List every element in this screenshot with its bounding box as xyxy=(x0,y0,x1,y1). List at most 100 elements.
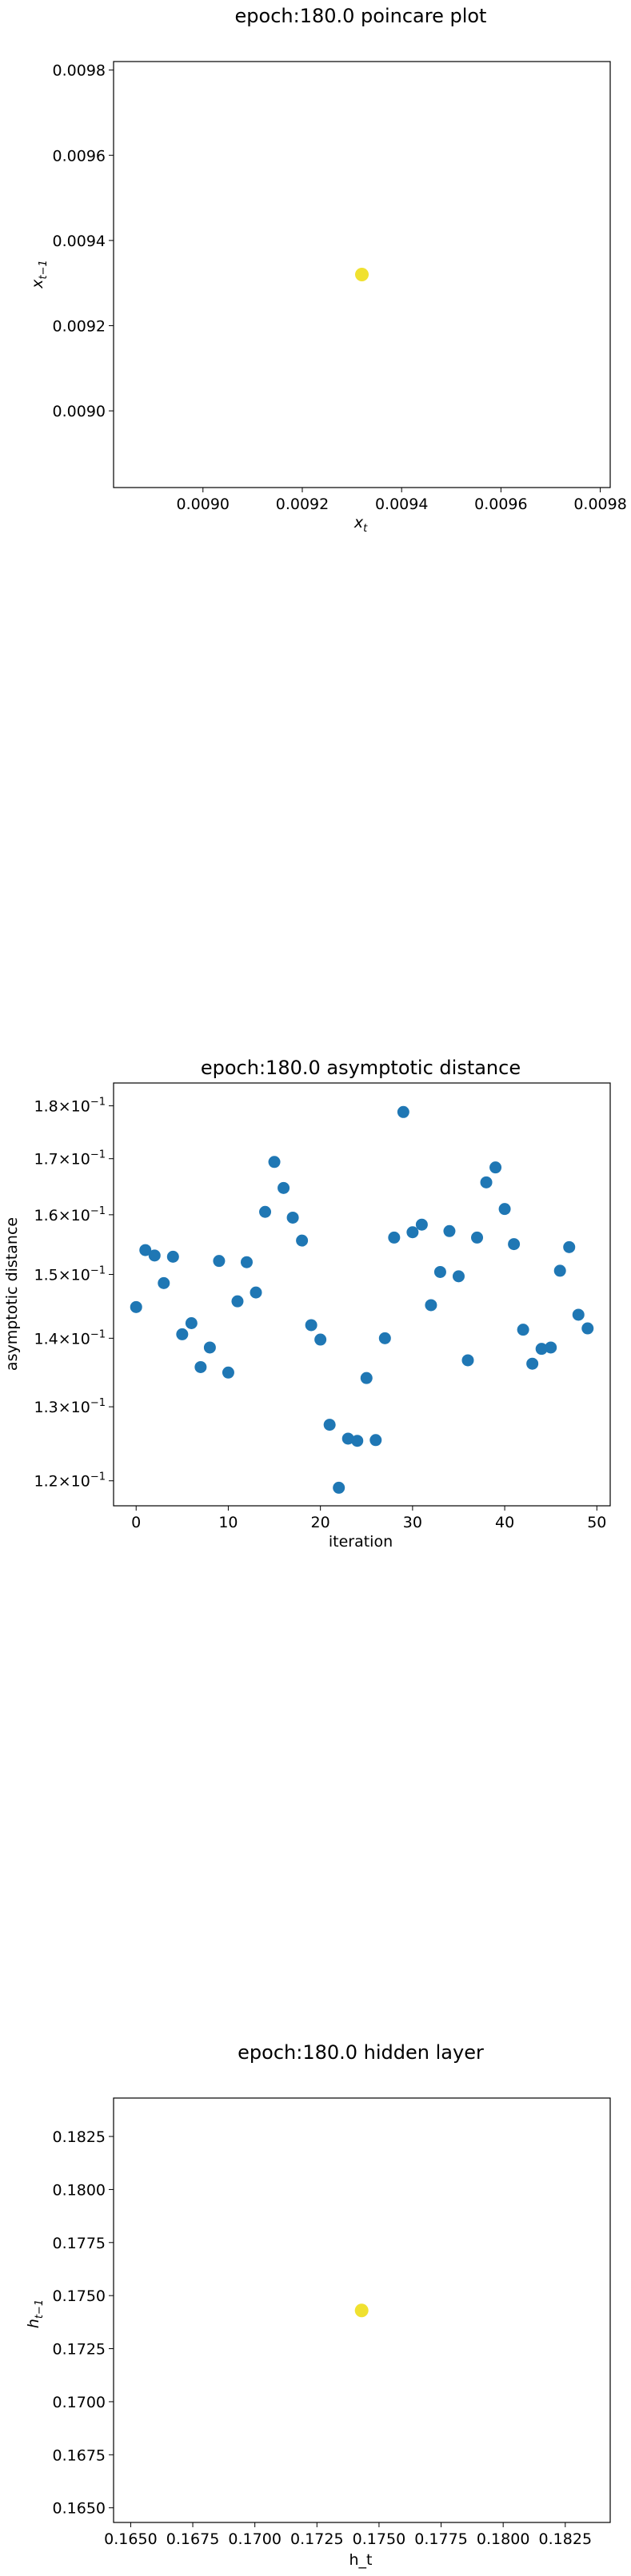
asymptotic-point xyxy=(425,1299,437,1312)
asymptotic-title: epoch:180.0 asymptotic distance xyxy=(201,1057,521,1079)
poincare-x-tick-label: 0.0098 xyxy=(573,496,626,513)
asymptotic-point xyxy=(526,1357,539,1370)
hidden-layer-x-tick-label: 0.1700 xyxy=(228,2530,281,2548)
hidden-layer-x-tick-label: 0.1650 xyxy=(104,2530,157,2548)
asymptotic-y-tick-label: 1.8×10−1 xyxy=(34,1097,106,1116)
poincare-x-axis-label: xt xyxy=(353,514,368,535)
asymptotic-point xyxy=(443,1224,456,1237)
asymptotic-point xyxy=(185,1317,198,1330)
asymptotic-y-tick-label: 1.6×10−1 xyxy=(34,1205,106,1224)
asymptotic-point xyxy=(415,1218,428,1231)
hidden-layer-y-tick-label: 0.1825 xyxy=(53,2128,106,2146)
asymptotic-point xyxy=(341,1432,354,1445)
hidden-layer-x-tick-label: 0.1675 xyxy=(166,2530,219,2548)
asymptotic-point xyxy=(433,1265,446,1278)
asymptotic-point xyxy=(581,1322,594,1335)
poincare-x-ticks: 0.0090 0.0092 0.0094 0.0096 0.0098 xyxy=(177,488,627,513)
asymptotic-point xyxy=(250,1286,262,1299)
asymptotic-point xyxy=(203,1341,216,1354)
asymptotic-point xyxy=(378,1332,391,1344)
asymptotic-point xyxy=(545,1341,557,1354)
poincare-chart: epoch:180.0 poincare plot 0.0090 0.0092 0.… xyxy=(29,5,627,535)
asymptotic-point xyxy=(231,1295,244,1308)
asymptotic-point xyxy=(471,1231,484,1244)
asymptotic-point xyxy=(351,1435,364,1447)
hidden-layer-title: epoch:180.0 hidden layer xyxy=(238,2041,484,2064)
hidden-layer-x-tick-label: 0.1825 xyxy=(539,2530,592,2548)
asymptotic-point xyxy=(158,1276,170,1289)
asymptotic-point xyxy=(517,1324,529,1336)
hidden-layer-point xyxy=(354,2303,369,2318)
hidden-layer-x-tick-label: 0.1775 xyxy=(414,2530,467,2548)
hidden-layer-y-ticks: 0.1650 0.1675 0.1700 0.1725 0.1750 0.1775 0.18… xyxy=(53,2128,114,2518)
asymptotic-point xyxy=(296,1234,309,1247)
poincare-y-tick-label: 0.0090 xyxy=(53,403,106,420)
poincare-title: epoch:180.0 poincare plot xyxy=(235,5,487,27)
asymptotic-x-tick-label: 10 xyxy=(218,1514,238,1531)
asymptotic-point xyxy=(489,1161,502,1174)
hidden-layer-y-tick-label: 0.1675 xyxy=(53,2447,106,2464)
asymptotic-x-tick-label: 40 xyxy=(495,1514,514,1531)
hidden-layer-y-tick-label: 0.1775 xyxy=(53,2235,106,2252)
asymptotic-point xyxy=(535,1343,548,1356)
poincare-x-tick-label: 0.0094 xyxy=(375,496,428,513)
asymptotic-point xyxy=(388,1231,401,1244)
poincare-points xyxy=(355,268,369,281)
hidden-layer-x-ticks: 0.1650 0.1675 0.1700 0.1725 0.1750 0.1775 0.18… xyxy=(104,2522,592,2548)
asymptotic-point xyxy=(166,1250,179,1263)
asymptotic-point xyxy=(498,1203,511,1216)
asymptotic-point xyxy=(452,1270,465,1283)
hidden-layer-x-tick-label: 0.1800 xyxy=(477,2530,529,2548)
asymptotic-point xyxy=(213,1255,226,1268)
asymptotic-point xyxy=(194,1360,207,1373)
asymptotic-point xyxy=(333,1481,345,1494)
asymptotic-point xyxy=(222,1366,234,1379)
poincare-y-tick-label: 0.0096 xyxy=(53,147,106,165)
asymptotic-point xyxy=(461,1354,474,1367)
asymptotic-point xyxy=(130,1300,142,1313)
poincare-y-axis-label: xt−1 xyxy=(29,260,50,289)
hidden-layer-x-tick-label: 0.1750 xyxy=(353,2530,405,2548)
poincare-y-tick-label: 0.0094 xyxy=(53,233,106,250)
hidden-layer-y-tick-label: 0.1750 xyxy=(53,2287,106,2305)
asymptotic-y-tick-label: 1.5×10−1 xyxy=(34,1265,106,1284)
hidden-layer-y-tick-label: 0.1800 xyxy=(53,2181,106,2199)
hidden-layer-x-tick-label: 0.1725 xyxy=(290,2530,343,2548)
asymptotic-x-tick-label: 50 xyxy=(587,1514,606,1531)
asymptotic-y-tick-label: 1.2×10−1 xyxy=(34,1471,106,1491)
asymptotic-point xyxy=(240,1256,253,1268)
poincare-point xyxy=(355,268,369,281)
asymptotic-y-tick-label: 1.3×10−1 xyxy=(34,1397,106,1416)
asymptotic-point xyxy=(176,1328,189,1340)
asymptotic-y-tick-label: 1.7×10−1 xyxy=(34,1149,106,1169)
poincare-y-ticks: 0.0090 0.0092 0.0094 0.0096 0.0098 xyxy=(53,62,114,420)
poincare-y-tick-label: 0.0098 xyxy=(53,62,106,80)
hidden-layer-y-tick-label: 0.1700 xyxy=(53,2394,106,2411)
asymptotic-y-ticks: 1.2×10−1 1.3×10−1 1.4×10−1 1.5×10−1 1.6×10−1… xyxy=(34,1097,114,1491)
asymptotic-x-axis-label: iteration xyxy=(329,1533,393,1551)
asymptotic-point xyxy=(259,1205,272,1218)
asymptotic-point xyxy=(268,1156,281,1169)
asymptotic-point xyxy=(563,1240,576,1253)
asymptotic-distance-chart: epoch:180.0 asymptotic distance 0 10 20 30 4… xyxy=(3,1057,611,1551)
hidden-layer-x-axis-label: h_t xyxy=(349,2551,373,2569)
asymptotic-x-ticks: 0 10 20 30 40 50 xyxy=(131,1506,606,1531)
hidden-layer-y-tick-label: 0.1650 xyxy=(53,2500,106,2518)
asymptotic-point xyxy=(148,1249,161,1262)
asymptotic-point xyxy=(480,1176,493,1188)
asymptotic-point xyxy=(323,1419,336,1431)
asymptotic-y-axis-label: asymptotic distance xyxy=(3,1217,21,1371)
asymptotic-point xyxy=(572,1308,585,1321)
poincare-plot-frame xyxy=(113,61,611,488)
asymptotic-points xyxy=(130,1105,594,1494)
asymptotic-point xyxy=(360,1372,373,1384)
asymptotic-point xyxy=(553,1264,566,1277)
asymptotic-point xyxy=(286,1211,299,1224)
poincare-x-tick-label: 0.0092 xyxy=(276,496,329,513)
asymptotic-plot-frame xyxy=(113,1082,611,1507)
asymptotic-point xyxy=(397,1105,409,1118)
asymptotic-y-tick-label: 1.4×10−1 xyxy=(34,1328,106,1348)
asymptotic-point xyxy=(406,1226,419,1239)
hidden-layer-chart: epoch:180.0 hidden layer 0.1650 0.1675 0.1… xyxy=(25,2041,611,2569)
